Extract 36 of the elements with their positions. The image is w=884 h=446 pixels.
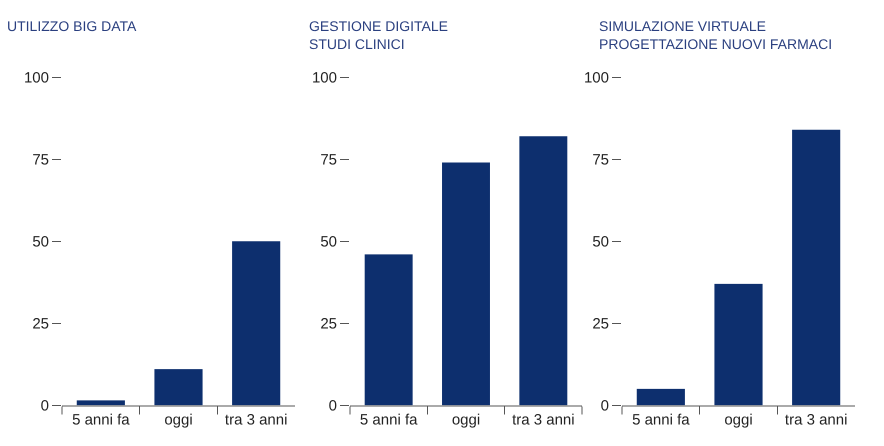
chart-title: SIMULAZIONE VIRTUALE PROGETTAZIONE NUOVI FARMACI: [599, 18, 832, 52]
chart-title: GESTIONE DIGITALE STUDI CLINICI: [309, 18, 448, 52]
x-tick-label: tra 3 anni: [512, 411, 575, 428]
y-tick-label: 50: [320, 234, 337, 251]
bar: [792, 130, 840, 406]
y-tick-label: 0: [40, 398, 49, 415]
bar: [714, 284, 763, 406]
x-tick-label: oggi: [724, 411, 753, 428]
bar: [154, 369, 203, 406]
x-tick-label: 5 anni fa: [360, 411, 418, 428]
x-tick-label: oggi: [164, 411, 193, 428]
y-tick-label: 100: [24, 70, 49, 87]
x-tick-label: tra 3 anni: [784, 411, 848, 428]
bar: [636, 388, 685, 406]
y-tick-label: 75: [32, 152, 49, 169]
bar: [442, 162, 490, 406]
bar: [364, 254, 413, 406]
y-tick-label: 50: [592, 234, 609, 251]
y-tick-label: 50: [32, 234, 49, 251]
x-tick-label: 5 anni fa: [632, 411, 690, 428]
x-tick-label: oggi: [452, 411, 480, 428]
x-tick-label: 5 anni fa: [72, 411, 130, 428]
y-tick-label: 100: [584, 70, 609, 87]
y-tick-label: 75: [592, 152, 609, 169]
y-tick-label: 25: [592, 316, 609, 333]
bar: [232, 241, 280, 406]
y-tick-label: 100: [312, 70, 337, 87]
bar: [519, 136, 568, 406]
y-tick-label: 0: [328, 398, 337, 415]
bar: [76, 400, 125, 406]
y-tick-label: 75: [320, 152, 337, 169]
x-tick-label: tra 3 anni: [224, 411, 288, 428]
y-tick-label: 25: [320, 316, 337, 333]
y-tick-label: 25: [32, 316, 49, 333]
chart-title: UTILIZZO BIG DATA: [7, 18, 138, 34]
y-tick-label: 0: [600, 398, 609, 415]
